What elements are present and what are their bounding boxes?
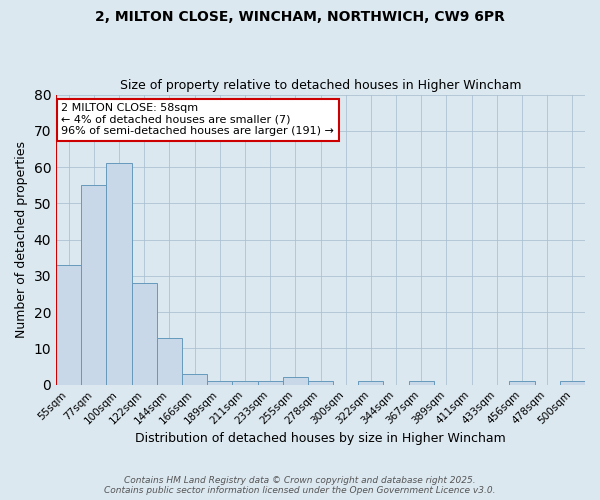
Bar (157, 338, 182, 384)
Bar (308, 381, 333, 384)
Bar (560, 381, 585, 384)
Y-axis label: Number of detached properties: Number of detached properties (15, 141, 28, 338)
Bar (81, 185, 106, 384)
Bar (131, 283, 157, 384)
Text: 2 MILTON CLOSE: 58sqm
← 4% of detached houses are smaller (7)
96% of semi-detach: 2 MILTON CLOSE: 58sqm ← 4% of detached h… (61, 104, 334, 136)
Text: 2, MILTON CLOSE, WINCHAM, NORTHWICH, CW9 6PR: 2, MILTON CLOSE, WINCHAM, NORTHWICH, CW9… (95, 10, 505, 24)
Bar (207, 381, 232, 384)
Bar (257, 381, 283, 384)
Bar (232, 381, 257, 384)
Bar (56, 265, 81, 384)
Bar (283, 378, 308, 384)
Title: Size of property relative to detached houses in Higher Wincham: Size of property relative to detached ho… (120, 79, 521, 92)
Bar (409, 381, 434, 384)
Bar (358, 381, 383, 384)
Bar (106, 164, 131, 384)
Bar (182, 374, 207, 384)
Text: Contains HM Land Registry data © Crown copyright and database right 2025.
Contai: Contains HM Land Registry data © Crown c… (104, 476, 496, 495)
Bar (509, 381, 535, 384)
X-axis label: Distribution of detached houses by size in Higher Wincham: Distribution of detached houses by size … (135, 432, 506, 445)
